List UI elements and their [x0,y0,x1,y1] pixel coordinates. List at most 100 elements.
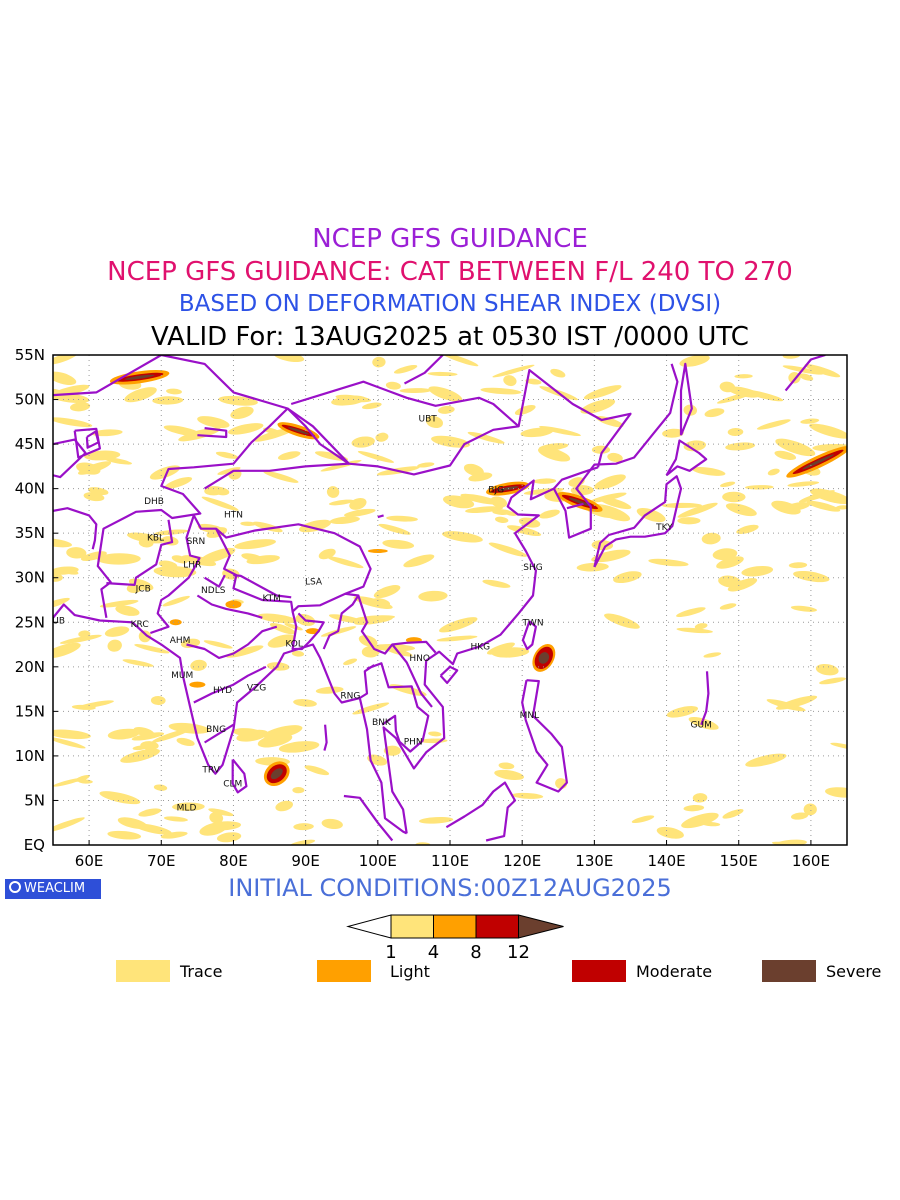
trace-patch [257,613,297,624]
trace-patch [373,585,401,599]
station-kbl: KBL [147,534,164,544]
trace-patch [722,491,746,503]
trace-patch [785,502,811,511]
trace-patch [537,447,571,462]
trace-patch [275,800,293,812]
station-htn: HTN [224,510,243,520]
trace-patch [290,839,316,845]
legend-label-severe: Severe [826,962,882,981]
trace-patch [804,364,841,378]
trace-patch [293,699,317,707]
trace-patch [809,488,847,505]
trace-patch [83,492,105,502]
trace-patch [393,364,418,374]
lon-tick-label: 150E [720,852,758,870]
trace-patch [428,731,442,737]
trace-patch [793,570,830,583]
trace-patch [122,659,154,667]
border [291,611,325,651]
station-tky: TKY [655,523,673,533]
severe-patch [802,454,835,470]
weaclim-logo: WEACLIM [5,879,101,899]
trace-patch [351,436,375,448]
trace-patch [498,762,515,770]
station-bnk: BNK [372,718,392,728]
trace-patch [666,706,699,718]
trace-patch [399,388,432,394]
trace-patch [688,716,719,730]
trace-patch [107,639,122,652]
trace-patch [613,571,642,584]
trace-patch [594,474,626,490]
legend-label-light: Light [390,962,430,981]
station-rng: RNG [340,691,360,701]
legend-label-moderate: Moderate [636,962,713,981]
trace-patch [318,548,336,560]
trace-patch [153,784,168,791]
trace-patch [385,381,401,390]
trace-patch [427,371,458,377]
axis-labels: 60E 70E 80E 90E 100E 110E 120E 130E 140E 150E 160E… [15,346,830,870]
lon-tick-label: 130E [575,852,613,870]
trace-patch [176,737,195,747]
severe-patch [496,486,519,492]
trace-patch [91,429,123,437]
trace-patch [722,809,744,819]
light-patch [225,600,242,609]
trace-patch [326,486,340,498]
coastline [784,355,826,392]
trace-patch [163,816,188,822]
trace-patch [437,405,455,414]
lat-tick-label: 45N [15,435,45,453]
trace-patch [520,427,554,438]
legend-label-trace: Trace [180,962,223,981]
lon-tick-label: 60E [75,852,104,870]
border [53,438,87,479]
trace-patch [719,603,737,610]
coastline [593,475,683,568]
trace-patch [382,539,415,549]
coastline [679,362,693,436]
trace-patch [166,388,182,395]
lat-tick-label: 25N [15,613,45,631]
trace-patch [511,792,544,799]
trace-patch [211,486,230,496]
trace-patch [71,704,96,710]
lake [197,427,228,439]
station-hno: HNO [409,654,430,664]
station-clm: CLM [223,780,242,790]
trace-patch [694,623,708,630]
trace-patch [525,378,542,385]
border [553,466,599,490]
trace-patch [133,727,155,737]
lon-tick-label: 100E [359,852,397,870]
trace-patch [441,355,479,367]
trace-patch [329,516,360,525]
trace-patch [150,695,166,706]
trace-patch [514,404,536,416]
trace-patch [124,387,157,403]
trace-patch [133,823,172,835]
trace-patch [431,435,471,448]
lon-tick-label: 70E [147,852,176,870]
trace-patch [679,355,710,367]
trace-patch [736,524,759,534]
trace-patch [727,427,744,437]
legend-swatch-trace [116,960,170,982]
trace-patch [357,451,395,463]
lat-tick-label: 20N [15,658,45,676]
trace-patch [201,496,239,511]
severe-patch [538,652,550,664]
border [204,574,226,588]
trace-patch [604,613,640,629]
station-ndls: NDLS [201,586,226,596]
lon-tick-label: 90E [291,852,320,870]
trace-patch [127,532,165,544]
trace-patch [480,387,522,395]
trace-patch [692,793,708,803]
station-kol: KOL [285,640,303,650]
trace-patch [328,614,365,624]
trace-patch [425,415,443,429]
lat-tick-label: 5N [24,791,45,809]
trace-patch [292,787,305,794]
